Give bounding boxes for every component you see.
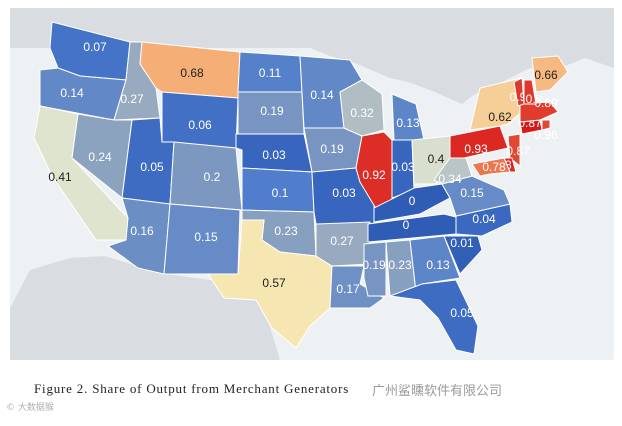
state-al: 0.23 <box>385 239 417 297</box>
state-value-label-ar: 0.27 <box>330 234 354 248</box>
state-value-label-in: 0.03 <box>391 160 415 174</box>
state-value-label-wa: 0.07 <box>83 40 107 54</box>
state-shape-md <box>471 157 511 177</box>
state-value-label-la: 0.17 <box>336 282 360 296</box>
state-ia: 0.19 <box>303 127 363 173</box>
state-shape-fl <box>389 279 479 355</box>
state-value-label-sc: 0.01 <box>450 236 474 250</box>
state-shape-wi <box>339 79 385 137</box>
state-tx: 0.57 <box>207 219 333 349</box>
state-ne: 0.03 <box>235 133 313 173</box>
state-nd: 0.11 <box>237 51 303 93</box>
state-md: 0.78 <box>471 157 511 177</box>
state-value-label-nj: 0.87 <box>506 144 530 158</box>
map-canvas: 0.07 0.14 0.41 0.27 0.24 0.68 0.06 0.05 0.16 0.2 0… <box>10 8 614 360</box>
us-choropleth-map: 0.07 0.14 0.41 0.27 0.24 0.68 0.06 0.05 0.16 0.2 0… <box>10 8 614 360</box>
state-az: 0.16 <box>106 197 171 275</box>
state-value-label-sd: 0.19 <box>260 104 284 118</box>
state-ma: 0.89 <box>519 96 559 123</box>
state-wy: 0.06 <box>161 91 239 149</box>
state-value-label-co: 0.2 <box>204 170 221 184</box>
state-me: 0.66 <box>531 55 569 93</box>
state-value-label-ma: 0.89 <box>534 96 558 110</box>
state-pa: 0.93 <box>449 125 509 159</box>
state-value-label-nv: 0.24 <box>88 150 112 164</box>
state-value-label-wv: 0.34 <box>438 172 462 186</box>
state-value-label-il: 0.92 <box>362 168 386 182</box>
state-value-label-ia: 0.19 <box>320 142 344 156</box>
state-nc: 0.04 <box>455 203 513 237</box>
state-shape-ms <box>363 241 387 297</box>
state-value-label-mo: 0.03 <box>332 186 356 200</box>
state-value-label-vt: 0.9 <box>510 90 527 104</box>
state-shape-pa <box>449 125 509 159</box>
state-value-label-ok: 0.23 <box>274 224 298 238</box>
state-shape-me <box>531 55 569 93</box>
state-value-label-wi: 0.32 <box>350 106 374 120</box>
state-value-label-tn: 0 <box>403 218 410 232</box>
state-ga: 0.13 <box>409 235 461 294</box>
state-value-label-nd: 0.11 <box>259 66 282 80</box>
state-value-label-nh: 0.9 <box>526 92 543 106</box>
state-shape-ma <box>519 101 559 123</box>
state-co: 0.2 <box>169 141 243 211</box>
watermark-text-company: 广州鲨曛软件有限公司 <box>372 384 503 399</box>
state-value-label-ks: 0.1 <box>272 186 289 200</box>
state-nm: 0.15 <box>163 203 241 275</box>
state-fl: 0.05 <box>389 279 479 355</box>
state-value-label-md: 0.78 <box>482 160 506 174</box>
state-value-label-wy: 0.06 <box>188 118 212 132</box>
state-value-label-mn: 0.14 <box>310 88 334 102</box>
state-value-label-ct: 0.96 <box>534 128 558 142</box>
state-ms: 0.19 <box>362 241 387 297</box>
state-shape-ar <box>315 221 371 267</box>
state-nv: 0.24 <box>71 113 133 199</box>
state-va: 0.15 <box>441 175 511 217</box>
state-value-label-nm: 0.15 <box>194 230 218 244</box>
state-nh: 0.9 <box>523 79 543 106</box>
state-value-label-tx: 0.57 <box>262 276 286 290</box>
state-value-label-me: 0.66 <box>534 68 558 82</box>
state-value-label-ne: 0.03 <box>262 148 286 162</box>
state-value-label-ny: 0.62 <box>488 110 512 124</box>
state-value-label-mt: 0.68 <box>180 66 204 80</box>
canada-landmass <box>10 8 614 104</box>
state-wi: 0.32 <box>339 79 385 137</box>
state-shape-sc <box>443 235 483 275</box>
state-shape-ga <box>409 235 461 294</box>
state-value-label-fl: 0.05 <box>450 306 474 320</box>
state-sd: 0.19 <box>237 91 305 135</box>
state-shape-ri <box>541 119 551 131</box>
state-value-label-ca: 0.41 <box>48 170 72 184</box>
figure-caption: Figure 2. Share of Output from Merchant … <box>34 381 350 396</box>
state-value-label-ut: 0.05 <box>140 160 164 174</box>
state-sc: 0.01 <box>443 235 483 275</box>
state-value-label-ky: 0 <box>409 194 416 208</box>
mexico-landmass <box>10 256 280 360</box>
state-ar: 0.27 <box>315 221 371 267</box>
state-mi: 0.13 <box>391 93 425 141</box>
state-shape-tx <box>207 219 333 349</box>
state-value-label-ga: 0.13 <box>426 258 450 272</box>
state-value-label-mi: 0.13 <box>396 116 420 130</box>
state-value-label-az: 0.16 <box>130 224 154 238</box>
state-ks: 0.1 <box>241 167 315 213</box>
state-value-label-id: 0.27 <box>120 92 144 106</box>
state-in: 0.03 <box>391 139 415 199</box>
state-value-label-ms: 0.19 <box>362 258 386 272</box>
state-value-label-nc: 0.04 <box>472 212 496 226</box>
state-value-label-va: 0.15 <box>460 186 484 200</box>
state-value-label-or: 0.14 <box>60 86 84 100</box>
state-value-label-pa: 0.93 <box>464 142 488 156</box>
state-value-label-oh: 0.4 <box>428 152 445 166</box>
state-shape-nh <box>523 79 537 105</box>
watermark-text-account: © 大数据猴 <box>6 403 54 413</box>
state-value-label-al: 0.23 <box>388 258 412 272</box>
